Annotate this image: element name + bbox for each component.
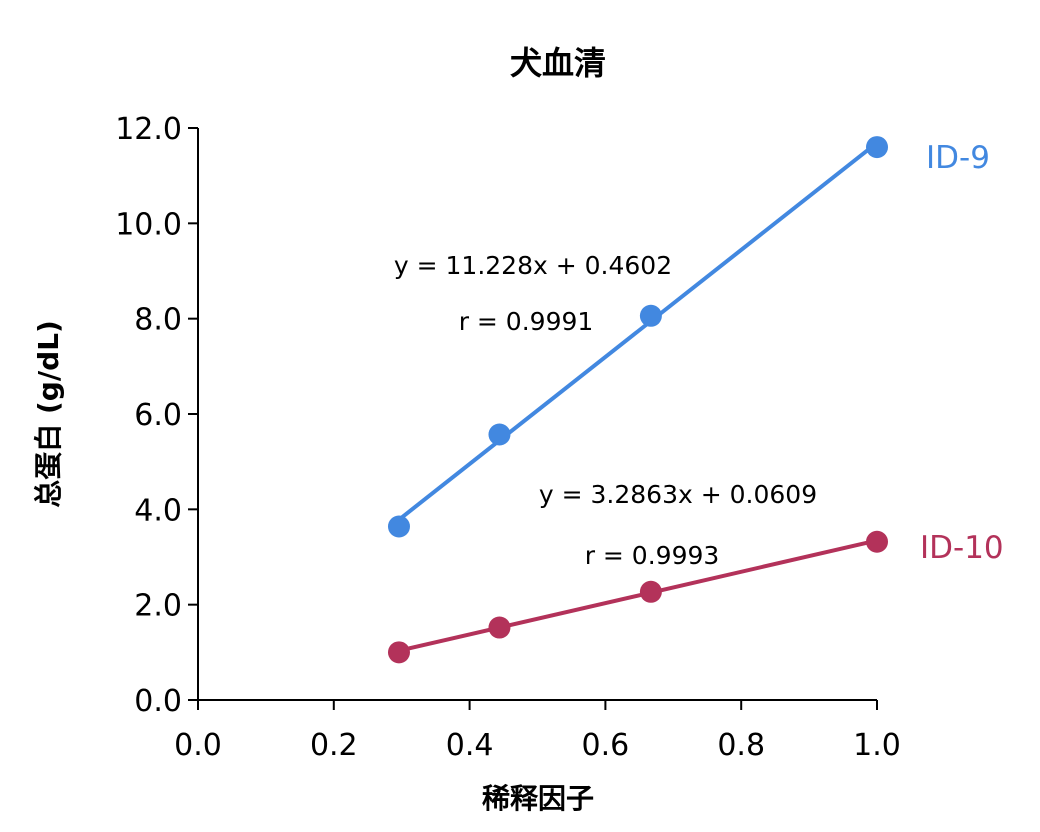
- x-tick-label: 0.0: [174, 728, 222, 763]
- series-2-label: ID-10: [920, 530, 1004, 566]
- series-1-equation: y = 11.228x + 0.4602: [394, 251, 672, 280]
- y-tick-label: 8.0: [134, 303, 182, 338]
- x-tick-label: 0.6: [582, 728, 630, 763]
- series-1-point: [387, 515, 410, 538]
- series-2-point: [639, 580, 662, 603]
- series-2-r-value: r = 0.9993: [585, 541, 720, 570]
- series-2-trendline: [398, 538, 878, 653]
- x-tick-label: 0.4: [446, 728, 494, 763]
- series-1-trendline: [397, 141, 879, 522]
- trendlines: [397, 141, 879, 653]
- x-tick-label: 0.8: [717, 728, 765, 763]
- series-1-label: ID-9: [926, 140, 990, 176]
- chart-title: 犬血清: [510, 44, 606, 82]
- series-1-r-value: r = 0.9991: [459, 307, 594, 336]
- ticks: 0.0 2.0 4.0 6.0 8.0 10.0 12.0 0.0 0.2 0.4 0.6 0.8 1.…: [115, 112, 901, 763]
- y-tick-label: 0.0: [134, 684, 182, 719]
- x-tick-label: 0.2: [310, 728, 358, 763]
- y-tick-label: 4.0: [134, 493, 182, 528]
- series-1-point: [866, 136, 888, 159]
- y-tick-label: 2.0: [134, 589, 182, 624]
- y-axis-title: 总蛋白 (g/dL): [32, 320, 65, 508]
- series-2-equation: y = 3.2863x + 0.0609: [539, 480, 817, 509]
- series-2-point: [866, 530, 888, 553]
- data-points: [387, 136, 888, 664]
- y-tick-label: 10.0: [115, 207, 182, 242]
- y-tick-label: 12.0: [115, 112, 182, 147]
- series-2-point: [488, 616, 511, 639]
- x-axis-title: 稀释因子: [482, 782, 594, 815]
- axes: [197, 128, 877, 701]
- series-2-point: [387, 641, 410, 664]
- y-tick-label: 6.0: [134, 398, 182, 433]
- series-1-point: [639, 304, 662, 327]
- x-tick-label: 1.0: [853, 728, 901, 763]
- series-1-point: [488, 423, 511, 446]
